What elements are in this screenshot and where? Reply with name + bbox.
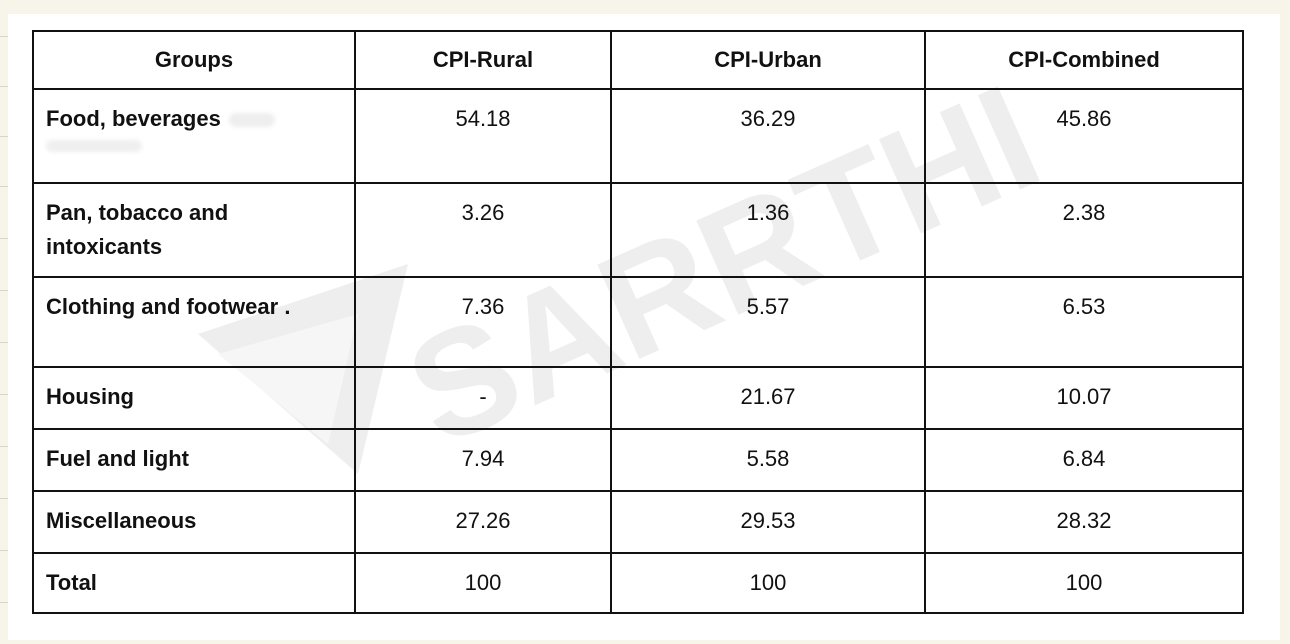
cpi-weights-table: Groups CPI-Rural CPI-Urban CPI-Combined … (32, 30, 1244, 614)
urban-cell: 5.57 (610, 276, 926, 368)
table-row: Clothing and footwear . 7.36 5.57 6.53 (32, 276, 1244, 368)
document-sheet: SARRTHI Groups CPI-Rural CPI-Urban CPI-C… (8, 14, 1280, 640)
redacted-text (46, 140, 142, 152)
rural-cell: 27.26 (354, 490, 612, 554)
urban-cell: 100 (610, 552, 926, 614)
table-row: Pan, tobacco and intoxicants 3.26 1.36 2… (32, 182, 1244, 278)
rural-cell: 7.36 (354, 276, 612, 368)
table-row: Food, beverages 54.18 36.29 45.86 (32, 88, 1244, 184)
group-label: Food, beverages (46, 106, 221, 131)
urban-cell: 21.67 (610, 366, 926, 430)
group-cell: Pan, tobacco and intoxicants (32, 182, 356, 278)
combined-cell: 45.86 (924, 88, 1244, 184)
table-row-total: Total 100 100 100 (32, 552, 1244, 614)
urban-cell: 29.53 (610, 490, 926, 554)
table-row: Miscellaneous 27.26 29.53 28.32 (32, 490, 1244, 554)
redacted-text (228, 113, 275, 128)
combined-cell: 10.07 (924, 366, 1244, 430)
urban-cell: 5.58 (610, 428, 926, 492)
header-cpi-rural: CPI-Rural (354, 30, 612, 90)
combined-cell: 28.32 (924, 490, 1244, 554)
group-cell: Total (32, 552, 356, 614)
combined-cell: 6.53 (924, 276, 1244, 368)
group-cell: Clothing and footwear . (32, 276, 356, 368)
header-cpi-urban: CPI-Urban (610, 30, 926, 90)
table-row: Fuel and light 7.94 5.58 6.84 (32, 428, 1244, 492)
header-groups: Groups (32, 30, 356, 90)
rural-cell: 54.18 (354, 88, 612, 184)
urban-cell: 1.36 (610, 182, 926, 278)
combined-cell: 100 (924, 552, 1244, 614)
combined-cell: 6.84 (924, 428, 1244, 492)
header-cpi-combined: CPI-Combined (924, 30, 1244, 90)
urban-cell: 36.29 (610, 88, 926, 184)
group-cell: Fuel and light (32, 428, 356, 492)
group-cell: Miscellaneous (32, 490, 356, 554)
rural-cell: 100 (354, 552, 612, 614)
group-cell: Housing (32, 366, 356, 430)
group-cell: Food, beverages (32, 88, 356, 184)
rural-cell: 3.26 (354, 182, 612, 278)
table-header-row: Groups CPI-Rural CPI-Urban CPI-Combined (32, 30, 1244, 90)
table-row: Housing - 21.67 10.07 (32, 366, 1244, 430)
combined-cell: 2.38 (924, 182, 1244, 278)
ruled-line-ticks (0, 0, 12, 644)
rural-cell: 7.94 (354, 428, 612, 492)
rural-cell: - (354, 366, 612, 430)
